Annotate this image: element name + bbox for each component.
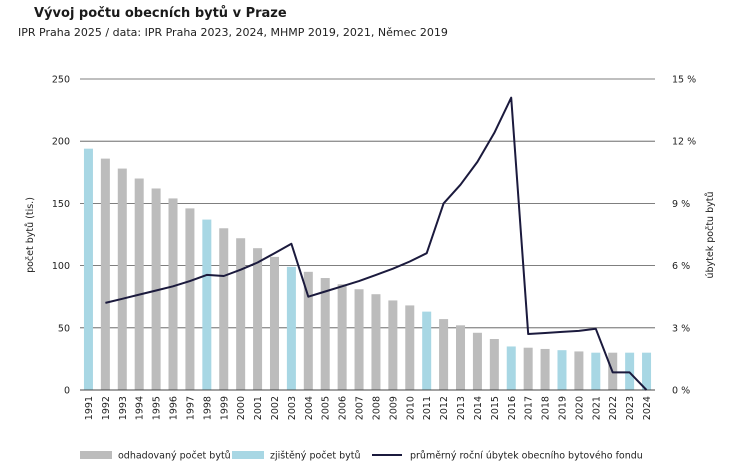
bar xyxy=(185,208,195,390)
x-tick-label: 2002 xyxy=(270,396,281,420)
bar xyxy=(574,351,584,390)
x-tick-label: 2015 xyxy=(490,396,501,420)
x-tick-label: 2019 xyxy=(557,396,568,420)
x-tick-label: 1999 xyxy=(219,396,230,420)
x-tick-label: 2023 xyxy=(625,396,636,420)
x-tick-label: 2012 xyxy=(439,396,450,420)
bar xyxy=(219,228,229,390)
x-tick-label: 2008 xyxy=(371,396,382,420)
bar xyxy=(371,294,381,390)
y-right-tick-label: 12 % xyxy=(672,137,696,148)
y-tick-label: 0 xyxy=(64,386,70,397)
x-tick-label: 2018 xyxy=(541,396,552,420)
x-tick-label: 2007 xyxy=(355,396,366,420)
x-tick-label: 2006 xyxy=(338,396,349,420)
legend-label: zjištěný počet bytů xyxy=(270,451,361,462)
x-tick-label: 2001 xyxy=(253,396,264,420)
bar xyxy=(591,352,601,390)
bar xyxy=(117,168,127,390)
legend-swatch xyxy=(80,451,112,459)
bar xyxy=(472,332,482,390)
bar xyxy=(388,300,398,390)
bar xyxy=(506,346,516,390)
y-tick-label: 100 xyxy=(52,261,70,272)
x-tick-label: 2009 xyxy=(388,396,399,420)
bar xyxy=(236,238,246,390)
x-tick-label: 2003 xyxy=(287,396,298,420)
y-right-tick-label: 6 % xyxy=(672,261,690,272)
x-tick-label: 1996 xyxy=(169,396,180,420)
y-axis-title: počet bytů (tis.) xyxy=(25,197,36,273)
bar xyxy=(320,278,330,390)
x-tick-label: 2000 xyxy=(236,396,247,420)
bar xyxy=(405,305,415,390)
bar xyxy=(456,325,466,390)
x-tick-label: 2014 xyxy=(473,396,484,420)
x-tick-label: 2011 xyxy=(422,396,433,420)
bar xyxy=(625,352,635,390)
bar xyxy=(303,271,313,390)
y-tick-label: 200 xyxy=(52,137,70,148)
x-tick-label: 2004 xyxy=(304,396,315,420)
x-tick-label: 2013 xyxy=(456,396,467,420)
bar xyxy=(202,219,212,390)
x-tick-label: 1992 xyxy=(101,396,112,420)
y-right-tick-label: 0 % xyxy=(672,386,690,397)
x-tick-label: 2016 xyxy=(507,396,518,420)
x-tick-label: 2005 xyxy=(321,396,332,420)
bar xyxy=(269,256,279,390)
x-tick-label: 2020 xyxy=(574,396,585,420)
y-tick-label: 50 xyxy=(58,323,70,334)
x-tick-label: 2010 xyxy=(405,396,416,420)
legend-label: průměrný roční úbytek obecního bytového … xyxy=(410,451,643,462)
bar xyxy=(557,350,567,390)
y-tick-label: 250 xyxy=(52,75,70,86)
y-tick-label: 150 xyxy=(52,199,70,210)
bar xyxy=(100,158,110,390)
x-tick-label: 1998 xyxy=(202,396,213,420)
bar xyxy=(489,338,499,390)
x-tick-label: 1994 xyxy=(135,396,146,420)
x-tick-label: 2022 xyxy=(608,396,619,420)
bar xyxy=(134,178,144,390)
x-tick-label: 2021 xyxy=(591,396,602,420)
bar xyxy=(83,148,93,390)
bar xyxy=(168,198,178,390)
chart-title: Vývoj počtu obecních bytů v Praze xyxy=(34,6,287,21)
x-tick-label: 2024 xyxy=(642,396,653,420)
bar xyxy=(151,188,161,390)
series-line xyxy=(105,96,648,391)
x-tick-label: 1997 xyxy=(185,396,196,420)
bar xyxy=(354,289,364,390)
bar xyxy=(253,248,263,390)
bar xyxy=(422,311,432,390)
legend-swatch xyxy=(232,451,264,459)
bar xyxy=(439,319,449,390)
bar xyxy=(337,284,347,390)
x-tick-label: 1993 xyxy=(118,396,129,420)
bar xyxy=(286,266,296,390)
chart-subtitle: IPR Praha 2025 / data: IPR Praha 2023, 2… xyxy=(18,26,448,39)
x-tick-label: 1991 xyxy=(84,396,95,420)
y-right-tick-label: 9 % xyxy=(672,199,690,210)
y-right-tick-label: 15 % xyxy=(672,75,696,86)
legend-label: odhadovaný počet bytů xyxy=(118,451,231,462)
bar xyxy=(523,347,533,390)
bar xyxy=(540,348,550,390)
y-right-axis-title: úbytek počtu bytů xyxy=(705,192,716,279)
y-right-tick-label: 3 % xyxy=(672,323,690,334)
x-tick-label: 1995 xyxy=(152,396,163,420)
x-tick-label: 2017 xyxy=(524,396,535,420)
bar xyxy=(642,352,652,390)
